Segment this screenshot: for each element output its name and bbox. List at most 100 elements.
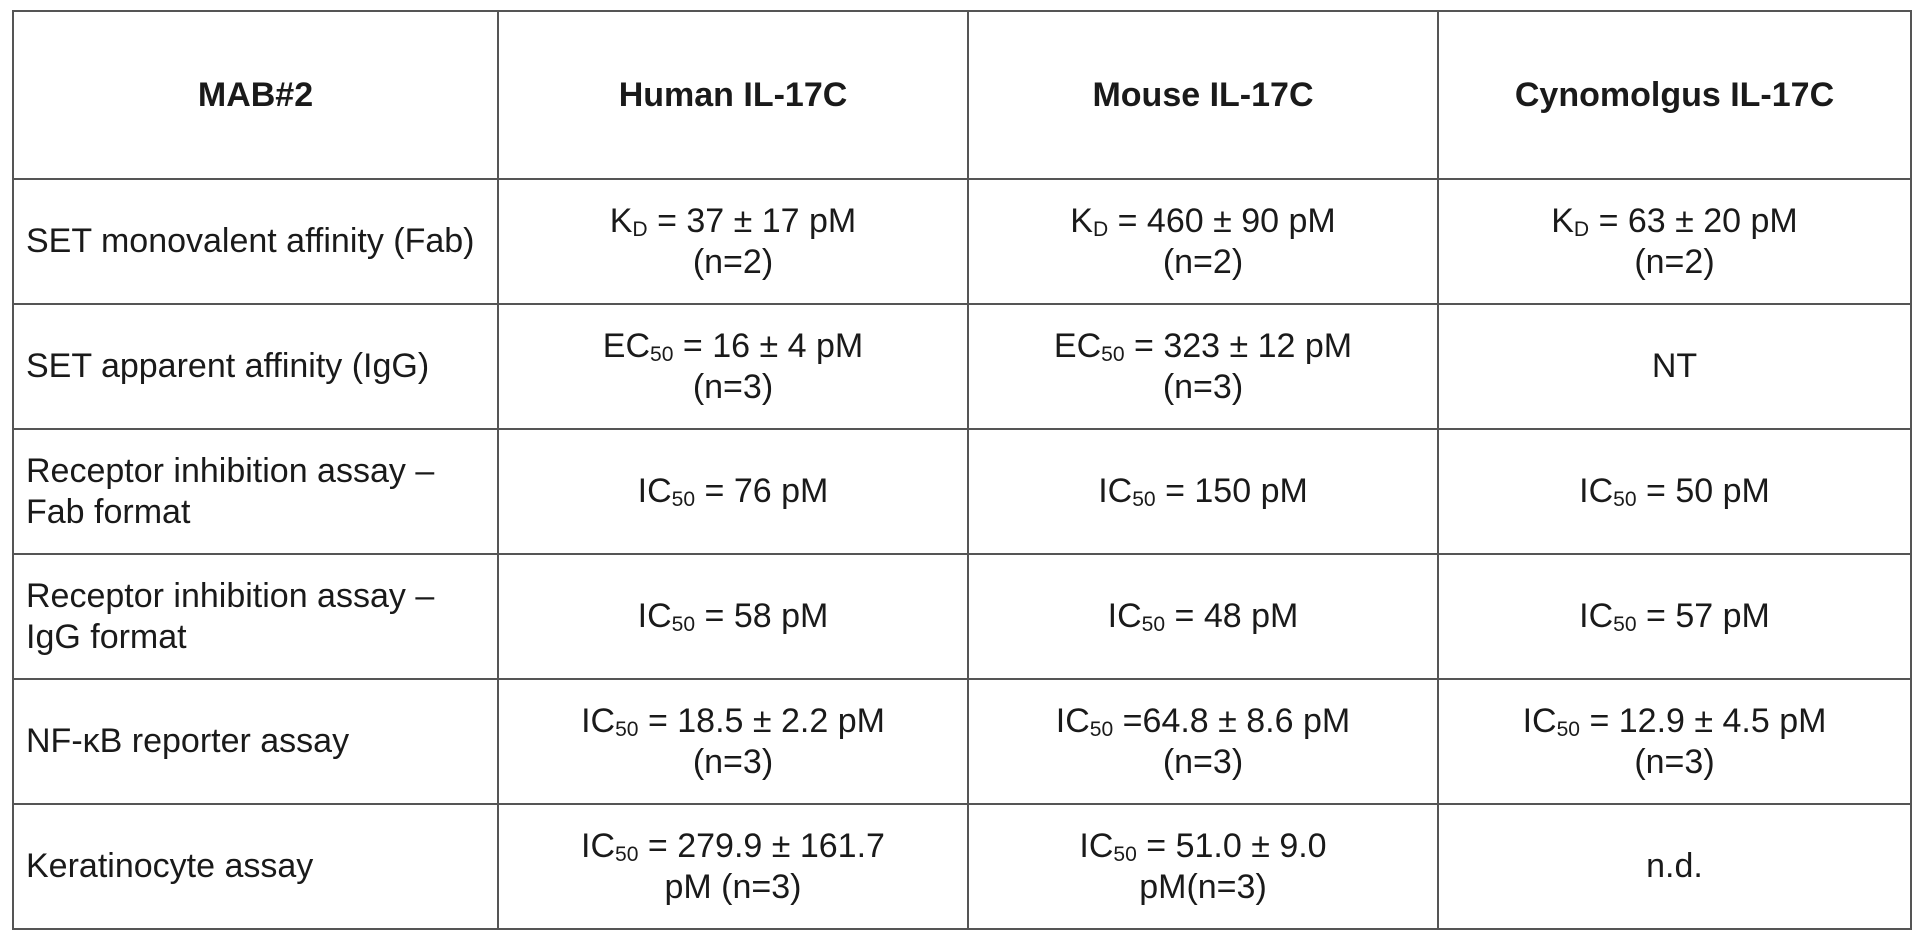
cell-value: IC50 = 58 pM	[507, 596, 959, 637]
row-label: NF-κB reporter assay	[12, 678, 499, 805]
value-text: = 58 pM	[695, 597, 829, 636]
value-text: = 48 pM	[1165, 597, 1299, 636]
cell-human: IC50 = 76 pM	[497, 428, 969, 555]
value-subscript: 50	[671, 612, 696, 636]
value-symbol: IC	[1522, 701, 1557, 740]
cell-human: IC50 = 279.9 ± 161.7 pM (n=3)	[497, 803, 969, 930]
table-row: Keratinocyte assay IC50 = 279.9 ± 161.7 pM…	[12, 803, 1912, 930]
table-body: SET monovalent affinity (Fab) KD = 37 ± 1…	[12, 178, 1912, 930]
value-text: = 279.9 ± 161.7	[638, 826, 885, 865]
header-cynomolgus: Cynomolgus IL-17C	[1437, 10, 1912, 180]
cell-human: EC50 = 16 ± 4 pM (n=3)	[497, 303, 969, 430]
cell-value: IC50 = 18.5 ± 2.2 pM	[507, 701, 959, 742]
value-symbol: IC	[1079, 826, 1114, 865]
cell-value: KD = 63 ± 20 pM	[1447, 201, 1902, 242]
value-text: = 460 ± 90 pM	[1108, 201, 1336, 240]
value-symbol: EC	[1053, 326, 1102, 365]
value-subscript: 50	[1101, 342, 1125, 366]
cell-value: IC50 = 12.9 ± 4.5 pM	[1447, 701, 1902, 742]
cell-value: IC50 = 50 pM	[1447, 471, 1902, 512]
table-row: SET monovalent affinity (Fab) KD = 37 ± 1…	[12, 178, 1912, 305]
header-human: Human IL-17C	[497, 10, 969, 180]
value-text: = 150 pM	[1155, 472, 1308, 511]
cell-human: KD = 37 ± 17 pM (n=2)	[497, 178, 969, 305]
row-label: SET apparent affinity (IgG)	[12, 303, 499, 430]
value-subscript: 50	[650, 342, 674, 366]
cell-value: n.d.	[1447, 846, 1902, 887]
value-subscript: 50	[671, 487, 696, 511]
cell-value: EC50 = 16 ± 4 pM	[507, 326, 959, 367]
cell-value: IC50 = 51.0 ± 9.0	[977, 826, 1429, 867]
header-antibody: MAB#2	[12, 10, 499, 180]
value-text: = 37 ± 17 pM	[647, 201, 857, 240]
sample-count: (n=3)	[692, 367, 774, 406]
value-subscript: 50	[1141, 612, 1166, 636]
cell-cynomolgus: IC50 = 57 pM	[1437, 553, 1912, 680]
cell-mouse: KD = 460 ± 90 pM (n=2)	[967, 178, 1439, 305]
value-symbol: IC	[1107, 597, 1142, 636]
value-subscript: D	[632, 217, 648, 241]
table-row: Receptor inhibition assay – Fab format IC…	[12, 428, 1912, 555]
results-table: MAB#2 Human IL-17C Mouse IL-17C Cynomolg…	[12, 10, 1912, 930]
cell-value: IC50 = 150 pM	[977, 471, 1429, 512]
sample-count: (n=3)	[1162, 367, 1244, 406]
results-table-container: MAB#2 Human IL-17C Mouse IL-17C Cynomolg…	[12, 10, 1912, 930]
sample-count: (n=2)	[1634, 242, 1715, 281]
value-symbol: K	[609, 201, 633, 240]
value-text: = 57 pM	[1636, 597, 1770, 636]
table-row: NF-κB reporter assay IC50 = 18.5 ± 2.2 pM…	[12, 678, 1912, 805]
sample-count: pM(n=3)	[1139, 867, 1267, 906]
value-text: = 63 ± 20 pM	[1589, 201, 1798, 240]
cell-value: NT	[1447, 346, 1902, 387]
value-symbol: IC	[581, 826, 616, 865]
value-subscript: 50	[1113, 842, 1137, 866]
value-subscript: 50	[1613, 487, 1637, 511]
value-subscript: 50	[615, 717, 639, 741]
value-text: = 18.5 ± 2.2 pM	[638, 701, 885, 740]
cell-mouse: EC50 = 323 ± 12 pM (n=3)	[967, 303, 1439, 430]
cell-mouse: IC50 = 51.0 ± 9.0 pM(n=3)	[967, 803, 1439, 930]
cell-value: IC50 = 57 pM	[1447, 596, 1902, 637]
value-symbol: IC	[637, 597, 672, 636]
value-text: = 16 ± 4 pM	[673, 326, 864, 365]
value-subscript: 50	[1613, 612, 1637, 636]
value-symbol: K	[1551, 201, 1574, 240]
value-symbol: K	[1070, 201, 1093, 240]
value-subscript: 50	[1089, 717, 1114, 741]
cell-cynomolgus: n.d.	[1437, 803, 1912, 930]
header-row: MAB#2 Human IL-17C Mouse IL-17C Cynomolg…	[12, 10, 1912, 180]
row-label: Receptor inhibition assay – Fab format	[12, 428, 499, 555]
value-text: = 323 ± 12 pM	[1124, 326, 1353, 365]
cell-mouse: IC50 =64.8 ± 8.6 pM (n=3)	[967, 678, 1439, 805]
cell-human: IC50 = 18.5 ± 2.2 pM (n=3)	[497, 678, 969, 805]
cell-mouse: IC50 = 150 pM	[967, 428, 1439, 555]
value-symbol: IC	[1055, 701, 1090, 740]
value-symbol: IC	[1579, 472, 1614, 511]
sample-count: (n=3)	[1162, 742, 1244, 781]
value-subscript: D	[1092, 217, 1109, 241]
sample-count: (n=2)	[1162, 242, 1244, 281]
cell-cynomolgus: NT	[1437, 303, 1912, 430]
cell-cynomolgus: KD = 63 ± 20 pM (n=2)	[1437, 178, 1912, 305]
value-subscript: 50	[1556, 717, 1581, 741]
value-text: = 76 pM	[695, 472, 829, 511]
cell-value: IC50 = 76 pM	[507, 471, 959, 512]
value-subscript: 50	[1132, 487, 1156, 511]
value-text: = 12.9 ± 4.5 pM	[1580, 701, 1827, 740]
cell-value: KD = 460 ± 90 pM	[977, 201, 1429, 242]
cell-value: IC50 = 48 pM	[977, 596, 1429, 637]
value-subscript: D	[1573, 217, 1590, 241]
row-label: Keratinocyte assay	[12, 803, 499, 930]
cell-value: IC50 = 279.9 ± 161.7	[507, 826, 959, 867]
sample-count: (n=3)	[692, 742, 774, 781]
cell-value: EC50 = 323 ± 12 pM	[977, 326, 1429, 367]
cell-value: KD = 37 ± 17 pM	[507, 201, 959, 242]
sample-count: (n=3)	[1634, 742, 1715, 781]
value-text: =64.8 ± 8.6 pM	[1113, 701, 1351, 740]
cell-mouse: IC50 = 48 pM	[967, 553, 1439, 680]
value-text: = 51.0 ± 9.0	[1136, 826, 1327, 865]
value-text: n.d.	[1646, 847, 1703, 886]
value-symbol: IC	[1579, 597, 1614, 636]
row-label: Receptor inhibition assay – IgG format	[12, 553, 499, 680]
value-text: = 50 pM	[1636, 472, 1770, 511]
